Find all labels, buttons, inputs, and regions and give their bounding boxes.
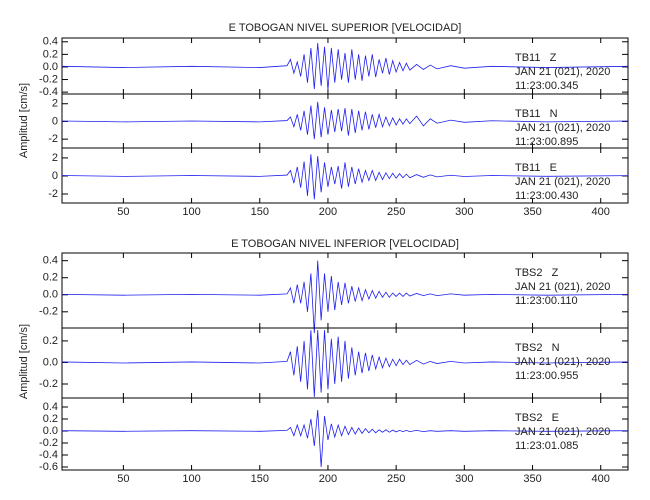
x-tick-label: 250 <box>387 473 405 485</box>
x-tick-label: 150 <box>251 473 269 485</box>
y-tick-label: 0.2 <box>43 272 58 284</box>
x-tick-label: 350 <box>523 206 541 218</box>
y-tick-label: 0 <box>52 170 58 182</box>
trace-annotation: JAN 21 (021), 2020 <box>515 122 610 134</box>
trace-annotation: JAN 21 (021), 2020 <box>515 356 610 368</box>
x-tick-label: 350 <box>523 473 541 485</box>
x-tick-label: 100 <box>182 473 200 485</box>
trace-annotation: TB11 N <box>515 108 558 120</box>
y-axis-label: Amplitud [cm/s] <box>18 324 30 399</box>
y-tick-label: 0.4 <box>43 36 58 48</box>
x-tick-label: 200 <box>319 206 337 218</box>
y-tick-label: 2 <box>52 98 58 110</box>
waveform <box>61 42 629 90</box>
y-tick-label: -2 <box>48 133 58 145</box>
trace-annotation: 11:23:00.110 <box>515 295 578 307</box>
trace-annotation: TBS2 Z <box>515 267 559 279</box>
trace-annotation: TBS2 N <box>515 342 560 354</box>
waveform <box>61 409 629 468</box>
y-tick-label: -0.2 <box>39 306 58 318</box>
waveform <box>61 101 629 140</box>
trace-annotation: JAN 21 (021), 2020 <box>515 281 610 293</box>
x-tick-label: 250 <box>387 206 405 218</box>
trace-annotation: TBS2 E <box>515 412 559 424</box>
x-tick-label: 300 <box>455 473 473 485</box>
trace-annotation: TB11 E <box>515 162 557 174</box>
y-tick-label: 0.2 <box>43 335 58 347</box>
x-tick-label: 150 <box>251 206 269 218</box>
y-tick-label: 0.4 <box>43 401 58 413</box>
trace-annotation: 11:23:00.345 <box>515 80 578 92</box>
x-tick-label: 200 <box>319 473 337 485</box>
trace-annotation: 11:23:00.430 <box>515 190 578 202</box>
y-tick-label: -0.2 <box>39 437 58 449</box>
y-axis-label: Amplitud [cm/s] <box>18 83 30 158</box>
waveform <box>61 154 629 200</box>
x-tick-label: 100 <box>182 206 200 218</box>
trace-annotation: JAN 21 (021), 2020 <box>515 426 610 438</box>
y-tick-label: 0 <box>52 115 58 127</box>
y-tick-label: -0.2 <box>39 73 58 85</box>
x-tick-label: 50 <box>117 206 129 218</box>
y-tick-label: 0.4 <box>43 255 58 267</box>
trace-annotation: JAN 21 (021), 2020 <box>515 66 610 78</box>
y-tick-label: -0.2 <box>39 378 58 390</box>
x-tick-label: 400 <box>592 206 610 218</box>
y-tick-label: 0.0 <box>43 425 58 437</box>
waveform <box>61 260 629 334</box>
trace-annotation: 11:23:00.955 <box>515 370 578 382</box>
trace-annotation: JAN 21 (021), 2020 <box>515 176 610 188</box>
panel-title: E TOBOGAN NIVEL SUPERIOR [VELOCIDAD] <box>229 22 462 34</box>
y-tick-label: 0.2 <box>43 413 58 425</box>
trace-annotation: 11:23:00.895 <box>515 136 578 148</box>
x-tick-label: 300 <box>455 206 473 218</box>
y-tick-label: 0.0 <box>43 289 58 301</box>
y-tick-label: 0.0 <box>43 356 58 368</box>
x-tick-label: 400 <box>592 473 610 485</box>
y-tick-label: -0.4 <box>39 86 58 98</box>
subplot-frame <box>61 397 629 471</box>
panel-title: E TOBOGAN NIVEL INFERIOR [VELOCIDAD] <box>231 238 459 250</box>
y-tick-label: -0.4 <box>39 449 58 461</box>
trace-annotation: TB11 Z <box>515 52 557 64</box>
x-tick-label: 50 <box>117 473 129 485</box>
y-tick-label: 2 <box>52 152 58 164</box>
waveform <box>61 330 629 397</box>
y-tick-label: -2 <box>48 188 58 200</box>
y-tick-label: 0.0 <box>43 61 58 73</box>
y-tick-label: -0.6 <box>39 461 58 473</box>
y-tick-label: 0.2 <box>43 48 58 60</box>
trace-annotation: 11:23:01.085 <box>515 440 578 452</box>
